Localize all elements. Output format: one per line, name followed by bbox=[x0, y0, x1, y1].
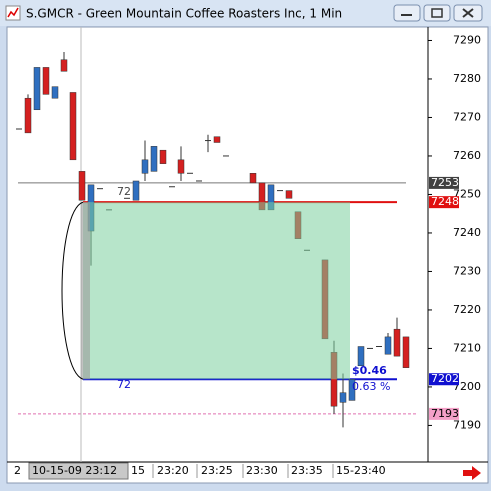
candle-body bbox=[384, 336, 392, 355]
x-tick-label: 23:25 bbox=[201, 464, 233, 477]
candle-body bbox=[141, 159, 149, 174]
x-tick-label: 23:20 bbox=[157, 464, 189, 477]
measure-edge bbox=[81, 202, 90, 380]
y-tick-label: 7250 bbox=[453, 187, 481, 200]
x-tick-label: 15-23:40 bbox=[336, 464, 386, 477]
candle-body bbox=[51, 86, 59, 99]
candle-body bbox=[33, 67, 41, 111]
price-marker bbox=[429, 373, 459, 386]
candle-body bbox=[69, 92, 77, 161]
price-marker bbox=[429, 176, 459, 189]
candle-body bbox=[78, 171, 86, 201]
icon bbox=[431, 8, 443, 18]
candle-body bbox=[150, 146, 158, 172]
candle-body bbox=[60, 59, 68, 72]
candle-body bbox=[357, 346, 365, 367]
window-title: S.GMCR - Green Mountain Coffee Roasters … bbox=[26, 7, 342, 21]
annotation: 72 bbox=[117, 378, 131, 391]
change-label: $0.46 bbox=[352, 364, 387, 377]
candle-body bbox=[159, 149, 167, 164]
candle-body bbox=[348, 378, 356, 401]
y-tick-label: 7270 bbox=[453, 110, 481, 123]
x-tick-label: 23:35 bbox=[291, 464, 323, 477]
y-tick-label: 7260 bbox=[453, 149, 481, 162]
candle-body bbox=[132, 180, 140, 201]
measure-arc bbox=[61, 201, 84, 380]
candle-body bbox=[393, 328, 401, 357]
y-tick-label: 7280 bbox=[453, 72, 481, 85]
x-tick-label: 23:30 bbox=[246, 464, 278, 477]
y-tick-label: 7220 bbox=[453, 303, 481, 316]
price-marker-label: 7193 bbox=[431, 407, 459, 420]
candle-body bbox=[42, 67, 50, 95]
x-tick-label: 15 bbox=[131, 464, 145, 477]
candle-body bbox=[285, 190, 293, 199]
percent-label: 0.63 % bbox=[352, 380, 390, 393]
candle-body bbox=[339, 392, 347, 403]
y-tick-label: 7240 bbox=[453, 226, 481, 239]
candle-body bbox=[177, 159, 185, 174]
price-marker bbox=[429, 196, 459, 209]
x-tick-label: 2 bbox=[14, 464, 21, 477]
annotation: 72 bbox=[117, 185, 131, 198]
icon bbox=[462, 8, 474, 18]
minimize-button[interactable] bbox=[393, 4, 421, 22]
cursor-label-box bbox=[28, 462, 129, 480]
cursor-label: 10-15-09 23:12 bbox=[32, 464, 117, 477]
y-tick-label: 7210 bbox=[453, 341, 481, 354]
price-marker bbox=[429, 407, 459, 420]
price-marker-label: 7253 bbox=[431, 176, 459, 189]
price-marker-label: 7202 bbox=[431, 372, 459, 385]
app-icon bbox=[7, 7, 19, 18]
y-tick-label: 7290 bbox=[453, 33, 481, 46]
candle-body bbox=[402, 336, 410, 368]
window-buttons[interactable] bbox=[393, 4, 483, 22]
price-marker-label: 7248 bbox=[431, 195, 459, 208]
scroll-arrow[interactable] bbox=[463, 466, 481, 480]
maximize-button[interactable] bbox=[423, 4, 451, 22]
measure-area bbox=[83, 202, 350, 380]
y-tick-label: 7200 bbox=[453, 380, 481, 393]
candle-body bbox=[24, 97, 32, 134]
candle-body bbox=[213, 136, 221, 143]
y-tick-label: 7190 bbox=[453, 418, 481, 431]
candle-body bbox=[249, 173, 257, 184]
y-tick-label: 7230 bbox=[453, 264, 481, 277]
